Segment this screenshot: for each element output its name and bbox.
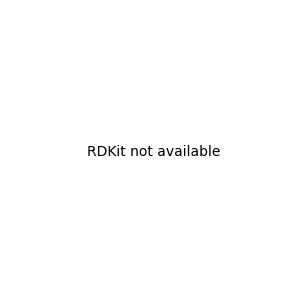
Text: RDKit not available: RDKit not available [87,145,220,158]
